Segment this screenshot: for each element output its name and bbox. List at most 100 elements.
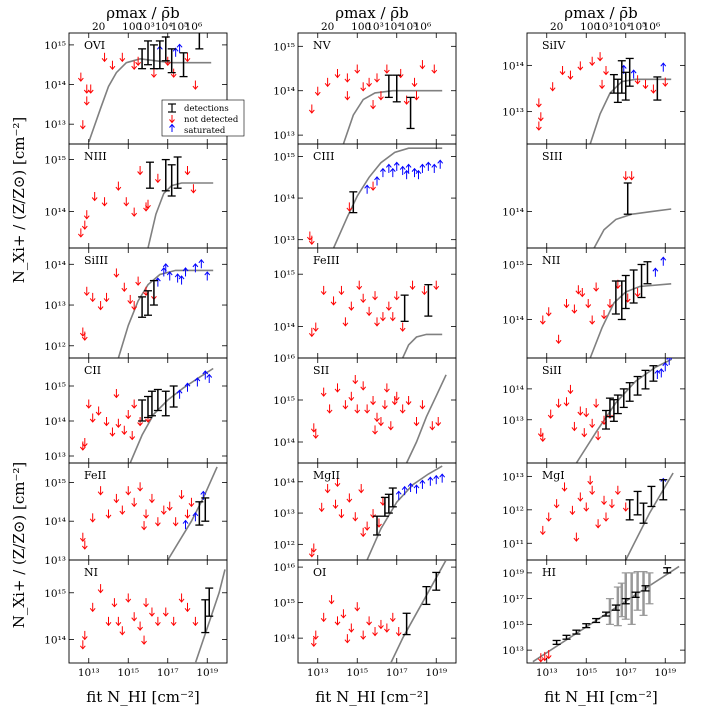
- y-tick-label: 10¹⁴: [44, 207, 66, 219]
- arrow-head: [535, 126, 542, 131]
- arrow-head: [563, 402, 570, 407]
- upper-limit-arrow: [129, 431, 136, 441]
- arrow-head: [184, 57, 191, 63]
- upper-limit-arrow: [178, 490, 185, 500]
- panel-mgi: 10¹¹ 10¹² 10¹³ MgI: [502, 462, 686, 561]
- arrow-head: [137, 487, 143, 492]
- detection-errorbar: [153, 388, 162, 412]
- arrow-head: [405, 163, 412, 168]
- upper-limit-arrow: [539, 315, 546, 325]
- arrow-head: [435, 422, 442, 427]
- arrow-head: [332, 504, 339, 509]
- panel-siii: 10¹³ 10¹⁴ SiII: [502, 357, 686, 464]
- arrow-head: [320, 291, 327, 296]
- upper-limit-arrow: [326, 404, 333, 414]
- arrow-head: [622, 176, 629, 181]
- legend-detections-label: detections: [184, 104, 229, 114]
- upper-limit-arrow: [383, 383, 390, 393]
- upper-limit-arrow: [91, 192, 98, 202]
- detection-errorbar: [400, 294, 409, 322]
- arrow-head: [579, 293, 586, 298]
- detection-errorbar: [349, 191, 358, 214]
- arrow-head: [354, 409, 361, 414]
- detection-errorbar: [384, 493, 393, 514]
- upper-limit-arrow: [184, 166, 191, 176]
- top-tick-label: 10³: [137, 21, 155, 33]
- arrow-head: [660, 256, 667, 261]
- upper-limit-arrow: [370, 100, 376, 110]
- upper-limit-arrow: [587, 475, 594, 486]
- detection-errorbar: [641, 585, 650, 592]
- arrow-head: [344, 96, 351, 101]
- upper-limit-arrow: [119, 52, 126, 63]
- x-tick-label: 10¹⁷: [386, 667, 408, 679]
- upper-limit-arrow: [555, 398, 562, 409]
- saturated-arrow: [399, 165, 406, 176]
- arrow-head: [81, 636, 88, 641]
- x-tick-label: 10¹⁵: [117, 667, 139, 679]
- top-tick-label: 10⁶: [414, 21, 432, 33]
- y-tick-label: 10¹⁵: [273, 41, 295, 53]
- y-tick-label: 10¹⁴: [44, 416, 66, 428]
- arrow-head: [614, 490, 621, 496]
- upper-limit-arrow: [154, 517, 161, 527]
- panel-ion-label: FeII: [84, 469, 106, 482]
- upper-limit-arrow: [585, 299, 592, 309]
- detection-errorbar: [637, 263, 646, 299]
- top-tick-label: 20: [92, 21, 105, 33]
- saturated-arrow: [419, 479, 426, 489]
- panel-siiii: 10¹² 10¹³ 10¹⁴ SiIII: [44, 247, 228, 359]
- arrow-head: [143, 603, 149, 608]
- upper-limit-arrow: [170, 616, 177, 627]
- upper-limit-arrow: [97, 486, 104, 496]
- detection-errorbar: [424, 284, 433, 317]
- arrow-head: [374, 176, 380, 181]
- detection-errorbar: [161, 158, 170, 192]
- top-axis-title: ρmax / ρ̄b: [564, 4, 637, 22]
- arrow-head: [387, 426, 394, 431]
- panel-mgii: 10¹² 10¹³ 10¹⁴ MgII: [273, 462, 457, 561]
- upper-limit-arrow: [583, 408, 590, 418]
- arrow-head: [131, 306, 138, 311]
- arrow-head: [630, 69, 637, 74]
- arrow-head: [119, 510, 126, 515]
- panel-hi: 10¹³ 10¹⁵ 10¹⁷ 10¹⁹ 10¹³ 10¹⁵ 10¹⁷ 10¹⁹ HI: [502, 559, 686, 679]
- arrow-head: [154, 178, 161, 184]
- arrow-head: [192, 85, 199, 90]
- arrow-head: [370, 105, 376, 110]
- upper-limit-arrow: [346, 493, 353, 503]
- upper-limit-arrow: [105, 616, 112, 627]
- arrow-head: [393, 161, 400, 166]
- arrow-head: [91, 197, 98, 202]
- upper-limit-arrow: [662, 77, 669, 87]
- upper-limit-arrow: [330, 296, 337, 306]
- arrow-head: [354, 607, 361, 612]
- arrow-head: [314, 91, 321, 97]
- model-curve: [405, 374, 447, 463]
- arrow-head: [429, 426, 436, 431]
- arrow-head: [198, 259, 205, 264]
- arrow-head: [399, 409, 406, 414]
- arrow-head: [378, 96, 384, 101]
- upper-limit-arrow: [113, 389, 120, 399]
- arrow-head: [129, 436, 136, 441]
- upper-limit-arrow: [89, 513, 96, 523]
- arrow-head: [603, 517, 609, 522]
- upper-limit-arrow: [382, 400, 388, 410]
- arrow-head: [81, 443, 88, 448]
- arrow-head: [178, 495, 185, 500]
- arrow-head: [553, 504, 560, 509]
- arrow-head: [149, 499, 155, 504]
- upper-limit-arrow: [149, 493, 155, 504]
- arrow-head: [364, 409, 371, 414]
- upper-limit-arrow: [607, 299, 613, 309]
- upper-limit-arrow: [595, 519, 601, 529]
- arrow-head: [119, 631, 126, 636]
- upper-limit-arrow: [344, 91, 351, 101]
- y-tick-label: 10¹⁴: [502, 315, 524, 327]
- upper-limit-arrow: [113, 268, 120, 278]
- arrow-head: [127, 300, 134, 305]
- upper-limit-arrow: [561, 482, 568, 492]
- y-tick-label: 10¹⁶: [273, 353, 295, 365]
